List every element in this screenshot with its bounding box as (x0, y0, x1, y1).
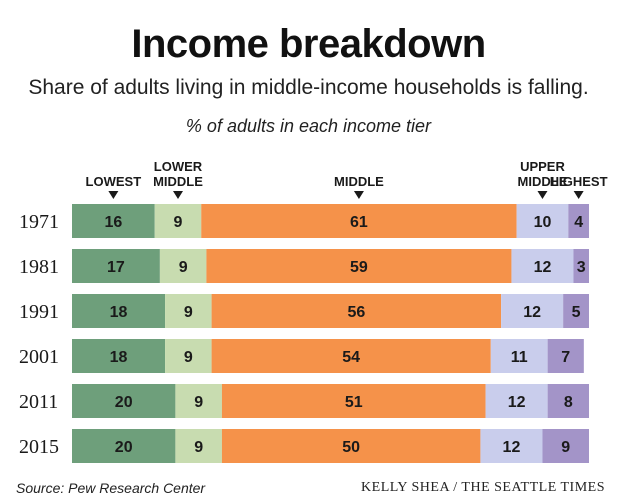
data-label: 5 (572, 304, 581, 321)
legend-highest: HIGHEST (550, 174, 608, 199)
year-label: 2011 (19, 391, 58, 413)
bar-segment (542, 429, 589, 463)
bar-segment (72, 249, 160, 283)
data-label: 51 (345, 394, 363, 411)
bar-segment (211, 294, 502, 328)
legend-lower-middle: LOWER MIDDLE (153, 159, 203, 199)
data-label: 59 (350, 259, 368, 276)
data-label: 10 (534, 214, 552, 231)
bar-segment (165, 294, 212, 328)
bar-segment (72, 384, 176, 418)
data-label: 9 (184, 349, 193, 366)
bar-segment (547, 384, 589, 418)
legend-arrow (172, 191, 183, 199)
legend-lowest: LOWEST (86, 174, 142, 199)
legend-arrow (108, 191, 119, 199)
bar-segment (175, 384, 222, 418)
bar-segment (563, 294, 589, 328)
source-note: Source: Pew Research Center (16, 480, 206, 496)
data-label: 56 (347, 304, 365, 321)
legend-middle: MIDDLE (334, 174, 384, 199)
legend-arrow (573, 191, 584, 199)
data-label: 20 (115, 394, 133, 411)
data-label: 20 (115, 439, 133, 456)
data-label: 9 (561, 439, 570, 456)
bar-segment (490, 339, 548, 373)
bar-segment (72, 204, 155, 238)
data-label: 54 (342, 349, 360, 366)
bar-segment (165, 339, 212, 373)
data-label: 12 (523, 304, 541, 321)
data-label: 16 (104, 214, 122, 231)
year-label: 1991 (19, 301, 59, 323)
legend-label: LOWEST (86, 174, 142, 189)
bar-segment (568, 204, 589, 238)
bar-segment (211, 339, 491, 373)
year-label: 1971 (19, 211, 59, 233)
data-label: 17 (107, 259, 125, 276)
unit-label: % of adults in each income tier (185, 116, 432, 136)
data-label: 9 (194, 394, 203, 411)
bar-row-1971: 1971 16 9 61 10 4 (19, 204, 589, 238)
bar-segment (573, 249, 589, 283)
bar-segment (206, 249, 512, 283)
bar-segment (516, 204, 569, 238)
legend-label: LOWER MIDDLE (153, 159, 203, 189)
bar-row-2011: 2011 20 9 51 12 8 (19, 384, 589, 418)
legend-label: HIGHEST (550, 174, 608, 189)
credit-line: KELLY SHEA / THE SEATTLE TIMES (361, 480, 605, 495)
bar-row-2015: 2015 20 9 50 12 9 (19, 429, 589, 463)
data-label: 9 (194, 439, 203, 456)
bar-row-1991: 1991 18 9 56 12 5 (19, 294, 589, 328)
bar-row-1981: 1981 17 9 59 12 3 (19, 249, 589, 283)
data-label: 61 (350, 214, 368, 231)
data-label: 12 (534, 259, 552, 276)
legend-arrow (537, 191, 548, 199)
year-label: 1981 (19, 256, 59, 278)
year-label: 2001 (19, 346, 59, 368)
bar-segment (480, 429, 543, 463)
stacked-bar-chart: LOWEST LOWER MIDDLE MIDDLE UPPER MIDDLEHIGHES… (19, 159, 608, 463)
data-label: 12 (503, 439, 521, 456)
bar-segment (72, 339, 166, 373)
bar-segment (175, 429, 222, 463)
data-label: 3 (577, 259, 586, 276)
data-label: 12 (508, 394, 526, 411)
data-label: 50 (342, 439, 360, 456)
bar-segment (485, 384, 548, 418)
data-label: 11 (511, 349, 528, 366)
data-label: 8 (564, 394, 573, 411)
legend-arrow (353, 191, 364, 199)
bar-segment (547, 339, 584, 373)
data-label: 9 (179, 259, 188, 276)
bar-segment (72, 294, 166, 328)
bar-segment (501, 294, 564, 328)
year-label: 2015 (19, 436, 59, 458)
bar-segment (154, 204, 202, 238)
bar-row-2001: 2001 18 9 54 11 7 (19, 339, 584, 373)
bar-segment (511, 249, 574, 283)
chart-title: Income breakdown (131, 22, 486, 66)
legend-upper-middle: UPPER MIDDLE (518, 159, 568, 199)
bar-segment (221, 429, 481, 463)
bar-segment (201, 204, 517, 238)
bar-segment (221, 384, 486, 418)
legend-label: MIDDLE (334, 174, 384, 189)
data-label: 18 (110, 349, 128, 366)
chart-subtitle: Share of adults living in middle-income … (28, 76, 589, 99)
data-label: 9 (184, 304, 193, 321)
data-label: 9 (174, 214, 183, 231)
data-label: 18 (110, 304, 128, 321)
data-label: 4 (574, 214, 583, 231)
bar-segment (72, 429, 176, 463)
bar-segment (159, 249, 207, 283)
data-label: 7 (561, 349, 570, 366)
legend-label: UPPER MIDDLE (518, 159, 568, 189)
